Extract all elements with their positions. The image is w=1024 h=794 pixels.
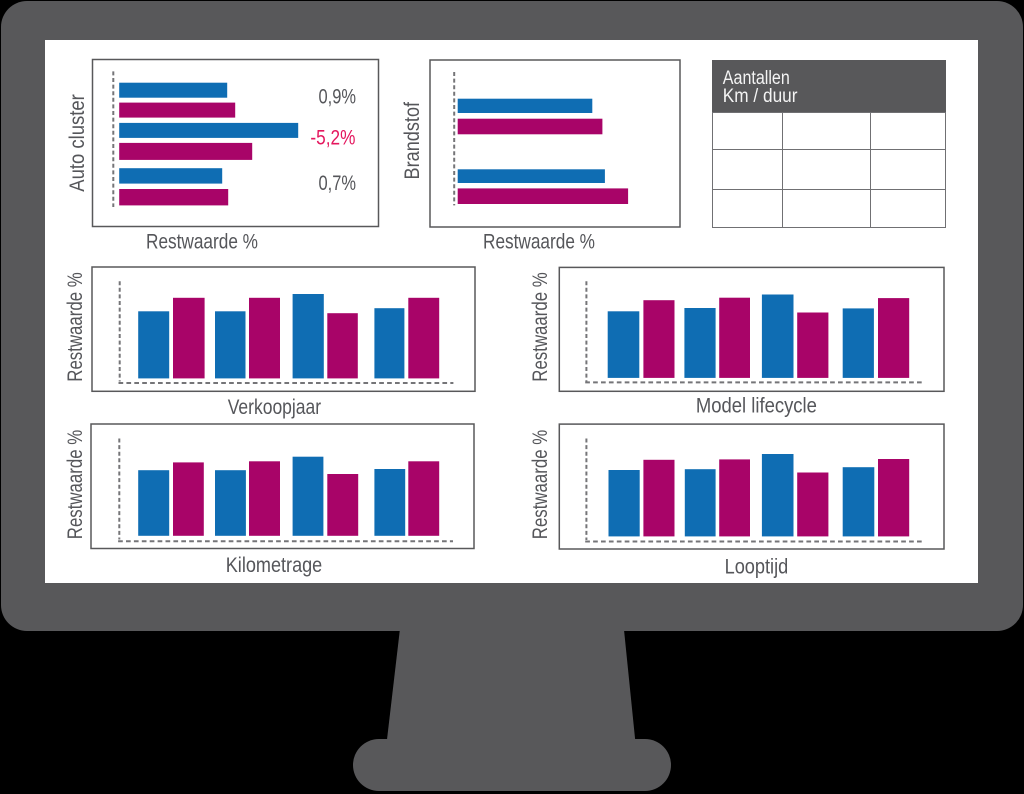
svg-text:Kilometrage: Kilometrage xyxy=(226,554,323,577)
svg-text:Model lifecycle: Model lifecycle xyxy=(696,395,817,418)
svg-text:0,9%: 0,9% xyxy=(319,86,357,109)
svg-text:0,7%: 0,7% xyxy=(319,172,357,195)
svg-text:Restwaarde %: Restwaarde % xyxy=(483,231,595,254)
svg-text:Restwaarde %: Restwaarde % xyxy=(64,430,87,539)
svg-text:Restwaarde %: Restwaarde % xyxy=(64,272,87,381)
svg-text:Restwaarde %: Restwaarde % xyxy=(529,430,552,539)
svg-text:Looptijd: Looptijd xyxy=(725,556,789,579)
svg-text:Verkoopjaar: Verkoopjaar xyxy=(228,396,321,419)
svg-text:Restwaarde %: Restwaarde % xyxy=(529,272,552,381)
svg-text:Restwaarde %: Restwaarde % xyxy=(146,231,258,254)
svg-text:Aantallen: Aantallen xyxy=(723,68,790,89)
svg-text:Km / duur: Km / duur xyxy=(723,86,798,107)
svg-text:Auto cluster: Auto cluster xyxy=(66,94,89,192)
svg-text:Brandstof: Brandstof xyxy=(401,102,424,180)
svg-text:-5,2%: -5,2% xyxy=(310,126,355,149)
